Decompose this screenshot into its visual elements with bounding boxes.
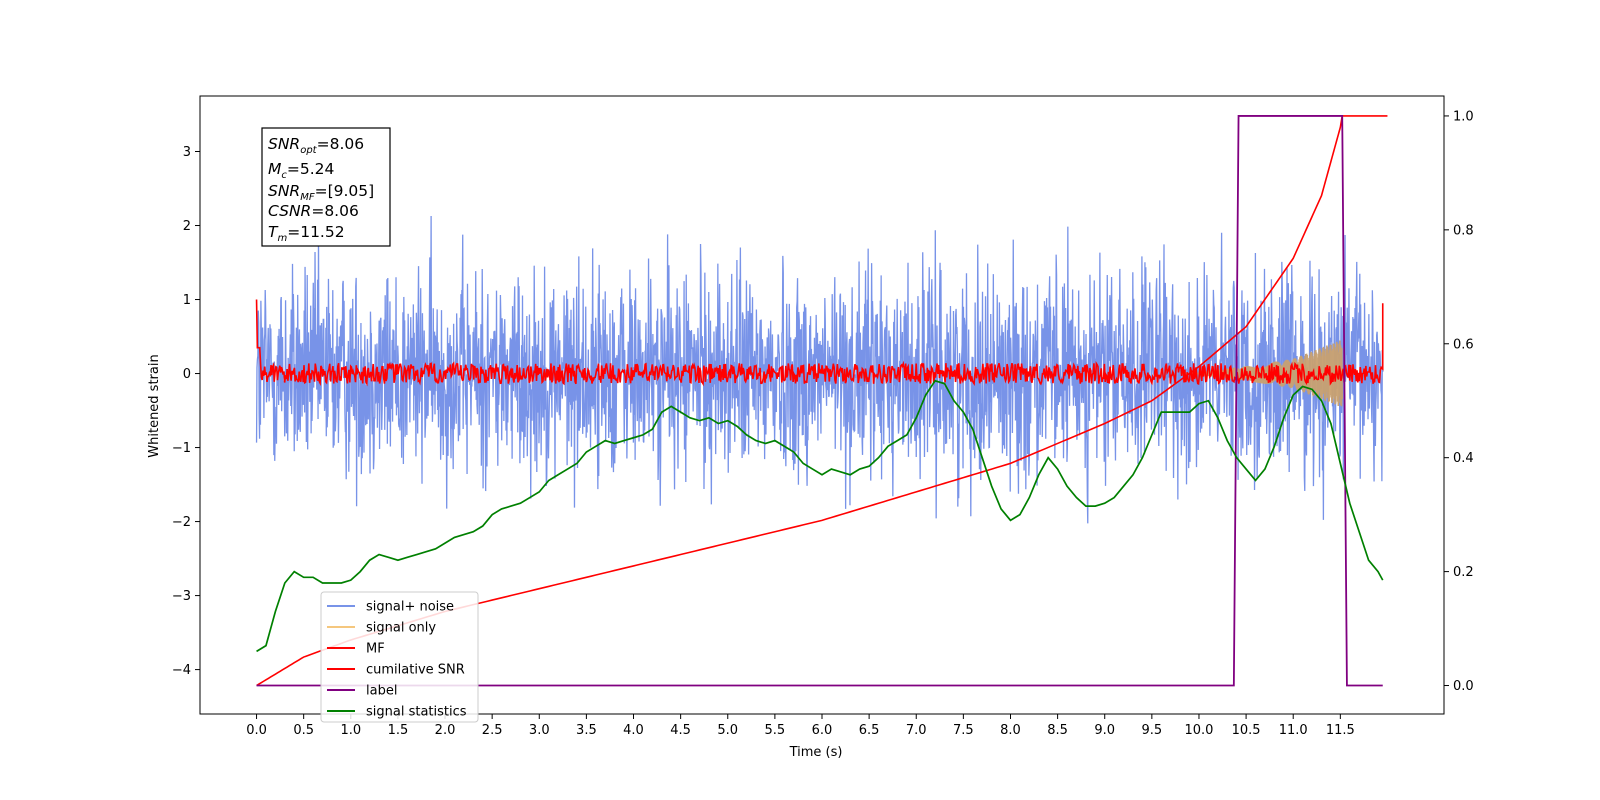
y-tick-label: 3 (183, 145, 191, 160)
x-tick-label: 0.5 (293, 723, 314, 738)
legend-label: MF (366, 642, 385, 657)
x-tick-label: 1.5 (388, 723, 409, 738)
series-label-line (256, 115, 1383, 687)
svg-text:Tm=11.52: Tm=11.52 (268, 223, 345, 244)
legend-label: signal only (366, 621, 436, 636)
x-axis-label: Time (s) (789, 745, 843, 760)
x-tick-label: 3.0 (529, 723, 550, 738)
x-tick-label: 0.0 (246, 723, 267, 738)
x-tick-label: 7.0 (906, 723, 927, 738)
svg-text:SNRopt=8.06: SNRopt=8.06 (268, 135, 364, 156)
x-tick-label: 9.0 (1094, 723, 1115, 738)
x-tick-label: 11.0 (1279, 723, 1308, 738)
x-tick-label: 6.0 (812, 723, 833, 738)
x-tick-label: 10.0 (1184, 723, 1213, 738)
x-tick-label: 2.0 (435, 723, 456, 738)
snr-opt-value: =8.06 (317, 135, 365, 153)
x-tick-label: 9.5 (1142, 723, 1163, 738)
y-axis-label: Whitened strain (147, 354, 162, 457)
y-tick-label: 2 (183, 219, 191, 234)
y-tick-label: −3 (172, 589, 191, 604)
series-mf-line (255, 299, 1384, 387)
x-tick-label: 2.5 (482, 723, 503, 738)
y2-tick-label: 0.4 (1453, 451, 1474, 466)
x-tick-label: 8.0 (1000, 723, 1021, 738)
x-tick-label: 7.5 (953, 723, 974, 738)
csnr-value: =8.06 (311, 202, 359, 220)
snr-mf-value: =[9.05] (315, 182, 375, 200)
x-tick-label: 4.5 (670, 723, 691, 738)
y-tick-label: −2 (172, 515, 191, 530)
x-tick-label: 1.0 (340, 723, 361, 738)
y-tick-label: −1 (172, 441, 191, 456)
legend: signal+ noise signal only MF cumilative SNR… (320, 591, 479, 723)
x-tick-label: 5.0 (717, 723, 738, 738)
mc-value: =5.24 (287, 160, 335, 178)
x-tick-label: 5.5 (765, 723, 786, 738)
y2-tick-label: 1.0 (1453, 109, 1474, 124)
y2-tick-label: 0.2 (1453, 565, 1474, 580)
svg-text:CSNR=8.06: CSNR=8.06 (268, 202, 359, 220)
svg-text:SNRMF=[9.05]: SNRMF=[9.05] (268, 182, 374, 203)
legend-label: signal+ noise (366, 600, 454, 615)
series-signal-noise-line (255, 216, 1384, 524)
y-tick-label: −4 (172, 663, 191, 678)
x-tick-label: 4.0 (623, 723, 644, 738)
x-tick-label: 10.5 (1232, 723, 1261, 738)
x-tick-label: 11.5 (1326, 723, 1355, 738)
stats-annotation-box: SNRopt=8.06 Mc=5.24 SNRMF=[9.05] CSNR=8.… (261, 127, 391, 247)
x-tick-label: 3.5 (576, 723, 597, 738)
x-tick-label: 6.5 (859, 723, 880, 738)
y-tick-label: 1 (183, 293, 191, 308)
axes: 0.0 0.5 1.0 1.5 2.0 2.5 3.0 3.5 4.0 4.5 5.0 5.5 6.0 6… (172, 95, 1474, 738)
legend-label: label (366, 684, 397, 699)
tm-value: =11.52 (287, 223, 344, 241)
y-tick-label: 0 (183, 367, 191, 382)
legend-label: signal statistics (366, 705, 467, 720)
legend-label: cumilative SNR (366, 663, 465, 678)
svg-text:Mc=5.24: Mc=5.24 (268, 160, 334, 181)
series-signal-statistics-line (256, 379, 1384, 653)
y2-tick-label: 0.6 (1453, 337, 1474, 352)
y2-tick-label: 0.8 (1453, 223, 1474, 238)
x-tick-label: 8.5 (1047, 723, 1068, 738)
y2-tick-label: 0.0 (1453, 679, 1474, 694)
